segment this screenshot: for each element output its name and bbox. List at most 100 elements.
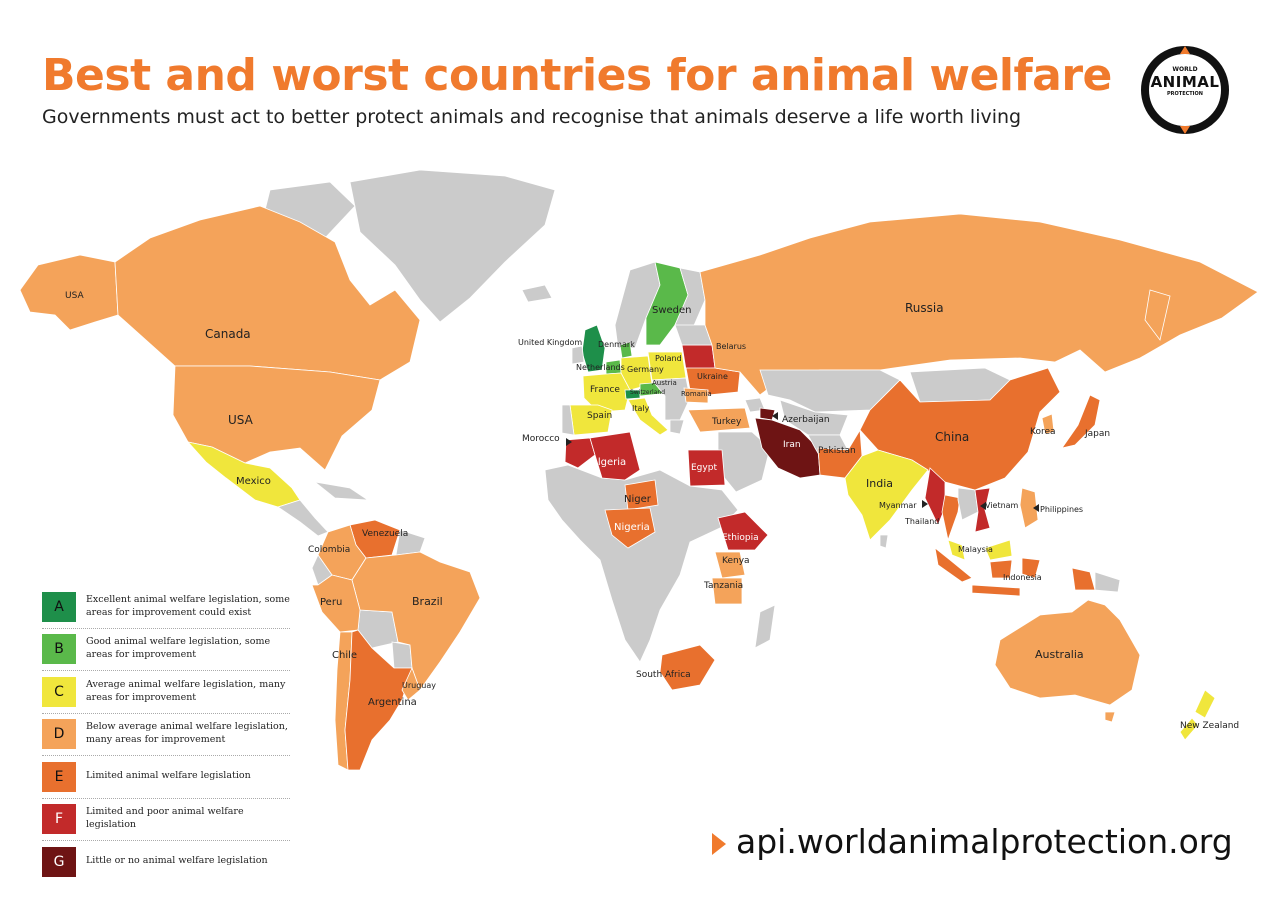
kamchatka-shape[interactable] — [1144, 289, 1171, 341]
country-shape-tanzania[interactable] — [711, 577, 743, 605]
page-title: Best and worst countries for animal welf… — [42, 50, 1112, 101]
country-shape-ethiopia[interactable] — [717, 511, 769, 551]
label-south-africa: South Africa — [636, 670, 691, 680]
country-shape-france[interactable] — [582, 372, 631, 413]
label-russia: Russia — [905, 301, 944, 315]
label-australia: Australia — [1035, 648, 1084, 661]
label-france: France — [590, 385, 620, 395]
country-shape-morocco[interactable] — [564, 437, 596, 469]
label-niger: Niger — [624, 494, 652, 505]
label-argentina: Argentina — [368, 697, 417, 708]
label-philippines: Philippines — [1040, 505, 1083, 514]
label-azerbaijan: Azerbaijan — [782, 415, 830, 425]
label-new-zealand: New Zealand — [1180, 721, 1239, 731]
label-italy: Italy — [632, 404, 650, 413]
country-shape-usa-alaska[interactable] — [19, 254, 119, 331]
label-nigeria: Nigeria — [614, 522, 650, 533]
label-united-kingdom: United Kingdom — [518, 338, 582, 347]
country-shape-romania[interactable] — [683, 387, 709, 404]
world-map: USA Canada USA Mexico Venezuela Colombia… — [19, 169, 1259, 771]
logo-line-3: PROTECTION — [1167, 91, 1203, 97]
legend-row-a: A Excellent animal welfare legislation, … — [42, 586, 290, 629]
country-shape-vietnam[interactable] — [974, 487, 991, 533]
country-shape-uruguay[interactable] — [401, 666, 421, 701]
tasmania-shape[interactable] — [1104, 711, 1116, 723]
country-shape-switzerland[interactable] — [624, 389, 641, 400]
label-pakistan: Pakistan — [818, 446, 856, 456]
country-shape-azerbaijan[interactable] — [759, 407, 776, 421]
country-shape-india[interactable] — [844, 449, 929, 541]
legend-row-d: D Below average animal welfare legislati… — [42, 714, 290, 756]
country-shape-malaysia[interactable] — [947, 539, 1013, 561]
country-shape-australia[interactable] — [994, 599, 1141, 706]
label-peru: Peru — [320, 597, 342, 608]
label-india: India — [866, 477, 893, 490]
sri-lanka-shape — [879, 534, 889, 549]
label-indonesia: Indonesia — [1003, 573, 1042, 582]
legend-swatch-d: D — [42, 719, 76, 750]
label-spain: Spain — [587, 411, 612, 421]
country-shape-peru[interactable] — [311, 574, 361, 633]
label-japan: Japan — [1084, 429, 1110, 439]
label-kenya: Kenya — [722, 556, 750, 566]
country-shape-korea[interactable] — [1041, 413, 1055, 435]
label-sweden: Sweden — [652, 305, 692, 316]
label-austria: Austria — [652, 379, 677, 387]
country-shape-turkey[interactable] — [687, 407, 751, 433]
label-iran: Iran — [783, 440, 801, 450]
label-switzerland: Switzerland — [630, 389, 665, 396]
label-egypt: Egypt — [691, 463, 717, 473]
country-shape-new-zealand[interactable] — [1179, 689, 1216, 741]
country-shape-philippines[interactable] — [1019, 487, 1039, 529]
label-malaysia: Malaysia — [958, 545, 993, 554]
play-arrow-icon — [712, 832, 726, 855]
country-shape-italy[interactable] — [627, 397, 669, 436]
legend-swatch-e: E — [42, 761, 76, 792]
country-shape-south-africa[interactable] — [659, 644, 716, 691]
country-shape-nigeria[interactable] — [604, 507, 656, 549]
label-tanzania: Tanzania — [703, 581, 743, 591]
label-myanmar: Myanmar — [879, 501, 917, 510]
portugal-shape — [561, 404, 575, 436]
marker-vietnam — [980, 502, 986, 510]
country-shape-japan[interactable] — [1061, 394, 1101, 449]
country-shape-kenya[interactable] — [714, 551, 746, 579]
country-shape-brazil[interactable] — [351, 551, 481, 691]
logo-ring-icon — [1141, 46, 1229, 134]
label-vietnam: Vietnam — [985, 501, 1019, 510]
paraguay-shape — [391, 641, 413, 669]
country-shape-indonesia[interactable] — [934, 547, 1096, 597]
label-korea: Korea — [1030, 427, 1056, 437]
website-link[interactable]: api.worldanimalprotection.org — [712, 822, 1233, 861]
country-shape-thailand[interactable] — [941, 494, 961, 542]
legend-text-g: Little or no animal welfare legislation — [86, 855, 268, 867]
country-shape-russia[interactable] — [699, 213, 1259, 396]
label-romania: Romania — [681, 390, 712, 398]
country-shape-denmark[interactable] — [619, 341, 633, 359]
legend-row-c: C Average animal welfare legislation, ma… — [42, 671, 290, 714]
legend-text-e: Limited animal welfare legislation — [86, 770, 251, 782]
label-germany: Germany — [627, 365, 664, 374]
country-shape-algeria[interactable] — [589, 431, 641, 481]
legend-text-d: Below average animal welfare legislation… — [86, 721, 288, 746]
country-shape-argentina[interactable] — [344, 629, 413, 771]
legend-row-f: F Limited and poor animal welfare legisl… — [42, 799, 290, 841]
legend-swatch-c: C — [42, 676, 76, 707]
country-shape-myanmar[interactable] — [924, 467, 946, 526]
png-shape — [1094, 571, 1121, 593]
greece-shape — [669, 419, 685, 435]
label-usa-alaska: USA — [65, 291, 84, 301]
label-turkey: Turkey — [711, 417, 742, 427]
legend: A Excellent animal welfare legislation, … — [42, 586, 290, 883]
label-ukraine: Ukraine — [697, 372, 728, 381]
label-mexico: Mexico — [236, 476, 271, 487]
legend-row-e: E Limited animal welfare legislation — [42, 756, 290, 799]
label-belarus: Belarus — [716, 342, 746, 351]
caribbean-shape — [314, 481, 370, 501]
country-shape-egypt[interactable] — [687, 449, 726, 487]
central-america-shape — [277, 499, 329, 537]
country-shape-niger[interactable] — [624, 479, 659, 511]
country-shape-belarus[interactable] — [681, 344, 716, 371]
legend-text-f: Limited and poor animal welfare legislat… — [86, 806, 244, 831]
label-uruguay: Uruguay — [402, 681, 436, 690]
